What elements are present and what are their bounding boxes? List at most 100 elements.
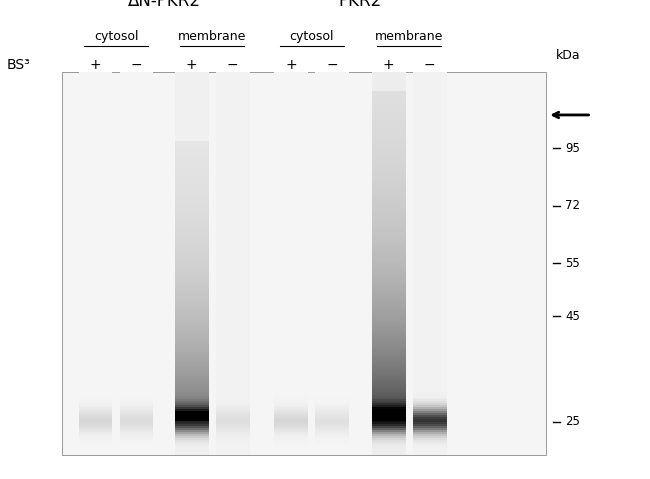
FancyBboxPatch shape — [175, 421, 209, 422]
FancyBboxPatch shape — [175, 363, 209, 365]
FancyBboxPatch shape — [372, 76, 406, 78]
FancyBboxPatch shape — [372, 371, 406, 373]
FancyBboxPatch shape — [175, 85, 209, 87]
FancyBboxPatch shape — [372, 131, 406, 133]
FancyBboxPatch shape — [315, 225, 349, 227]
FancyBboxPatch shape — [216, 399, 250, 401]
FancyBboxPatch shape — [79, 97, 112, 99]
FancyBboxPatch shape — [372, 436, 406, 438]
FancyBboxPatch shape — [413, 158, 447, 160]
FancyBboxPatch shape — [315, 175, 349, 177]
FancyBboxPatch shape — [413, 72, 447, 74]
FancyBboxPatch shape — [120, 141, 153, 143]
FancyBboxPatch shape — [79, 430, 112, 432]
FancyBboxPatch shape — [372, 214, 406, 216]
FancyBboxPatch shape — [120, 453, 153, 455]
FancyBboxPatch shape — [79, 432, 112, 434]
FancyBboxPatch shape — [413, 338, 447, 340]
FancyBboxPatch shape — [372, 97, 406, 99]
FancyBboxPatch shape — [413, 375, 447, 376]
FancyBboxPatch shape — [175, 72, 209, 74]
FancyBboxPatch shape — [175, 97, 209, 99]
FancyBboxPatch shape — [216, 382, 250, 384]
FancyBboxPatch shape — [216, 85, 250, 87]
FancyBboxPatch shape — [216, 292, 250, 294]
FancyBboxPatch shape — [120, 76, 153, 78]
FancyBboxPatch shape — [216, 148, 250, 150]
FancyBboxPatch shape — [315, 164, 349, 166]
FancyBboxPatch shape — [79, 304, 112, 306]
FancyBboxPatch shape — [413, 367, 447, 369]
FancyBboxPatch shape — [274, 409, 308, 411]
FancyBboxPatch shape — [274, 72, 308, 455]
FancyBboxPatch shape — [216, 327, 250, 329]
FancyBboxPatch shape — [79, 407, 112, 409]
FancyBboxPatch shape — [216, 104, 250, 106]
FancyBboxPatch shape — [274, 162, 308, 164]
FancyBboxPatch shape — [274, 254, 308, 256]
FancyBboxPatch shape — [274, 112, 308, 114]
FancyBboxPatch shape — [372, 302, 406, 304]
FancyBboxPatch shape — [120, 74, 153, 76]
FancyBboxPatch shape — [216, 78, 250, 80]
FancyBboxPatch shape — [216, 336, 250, 338]
FancyBboxPatch shape — [216, 296, 250, 298]
FancyBboxPatch shape — [120, 148, 153, 150]
FancyBboxPatch shape — [413, 342, 447, 344]
FancyBboxPatch shape — [120, 378, 153, 380]
FancyBboxPatch shape — [120, 248, 153, 250]
FancyBboxPatch shape — [175, 384, 209, 386]
FancyBboxPatch shape — [413, 148, 447, 150]
FancyBboxPatch shape — [120, 451, 153, 453]
FancyBboxPatch shape — [79, 338, 112, 340]
FancyBboxPatch shape — [216, 76, 250, 78]
Text: membrane: membrane — [375, 30, 443, 43]
FancyBboxPatch shape — [120, 317, 153, 319]
FancyBboxPatch shape — [372, 319, 406, 321]
FancyBboxPatch shape — [120, 198, 153, 200]
FancyBboxPatch shape — [315, 147, 349, 148]
Text: cytosol: cytosol — [94, 30, 138, 43]
FancyBboxPatch shape — [274, 352, 308, 354]
FancyBboxPatch shape — [372, 192, 406, 194]
FancyBboxPatch shape — [79, 258, 112, 260]
FancyBboxPatch shape — [120, 129, 153, 131]
FancyBboxPatch shape — [274, 308, 308, 309]
FancyBboxPatch shape — [79, 93, 112, 95]
FancyBboxPatch shape — [120, 296, 153, 298]
FancyBboxPatch shape — [216, 120, 250, 122]
FancyBboxPatch shape — [413, 120, 447, 122]
FancyBboxPatch shape — [216, 179, 250, 181]
FancyBboxPatch shape — [79, 198, 112, 200]
FancyBboxPatch shape — [175, 354, 209, 355]
FancyBboxPatch shape — [120, 145, 153, 147]
FancyBboxPatch shape — [216, 317, 250, 319]
FancyBboxPatch shape — [175, 359, 209, 361]
FancyBboxPatch shape — [274, 252, 308, 254]
FancyBboxPatch shape — [413, 210, 447, 212]
FancyBboxPatch shape — [413, 424, 447, 426]
FancyBboxPatch shape — [79, 357, 112, 359]
FancyBboxPatch shape — [372, 419, 406, 421]
FancyBboxPatch shape — [372, 164, 406, 166]
FancyBboxPatch shape — [315, 101, 349, 103]
FancyBboxPatch shape — [372, 399, 406, 401]
FancyBboxPatch shape — [79, 148, 112, 150]
FancyBboxPatch shape — [79, 409, 112, 411]
FancyBboxPatch shape — [372, 143, 406, 145]
FancyBboxPatch shape — [413, 133, 447, 135]
FancyBboxPatch shape — [175, 110, 209, 112]
FancyBboxPatch shape — [216, 302, 250, 304]
FancyBboxPatch shape — [413, 129, 447, 131]
FancyBboxPatch shape — [372, 196, 406, 198]
FancyBboxPatch shape — [79, 200, 112, 202]
FancyBboxPatch shape — [274, 277, 308, 279]
FancyBboxPatch shape — [372, 344, 406, 346]
FancyBboxPatch shape — [315, 319, 349, 321]
FancyBboxPatch shape — [372, 116, 406, 118]
FancyBboxPatch shape — [315, 133, 349, 135]
FancyBboxPatch shape — [216, 344, 250, 346]
FancyBboxPatch shape — [79, 269, 112, 271]
FancyBboxPatch shape — [274, 260, 308, 262]
FancyBboxPatch shape — [413, 323, 447, 325]
